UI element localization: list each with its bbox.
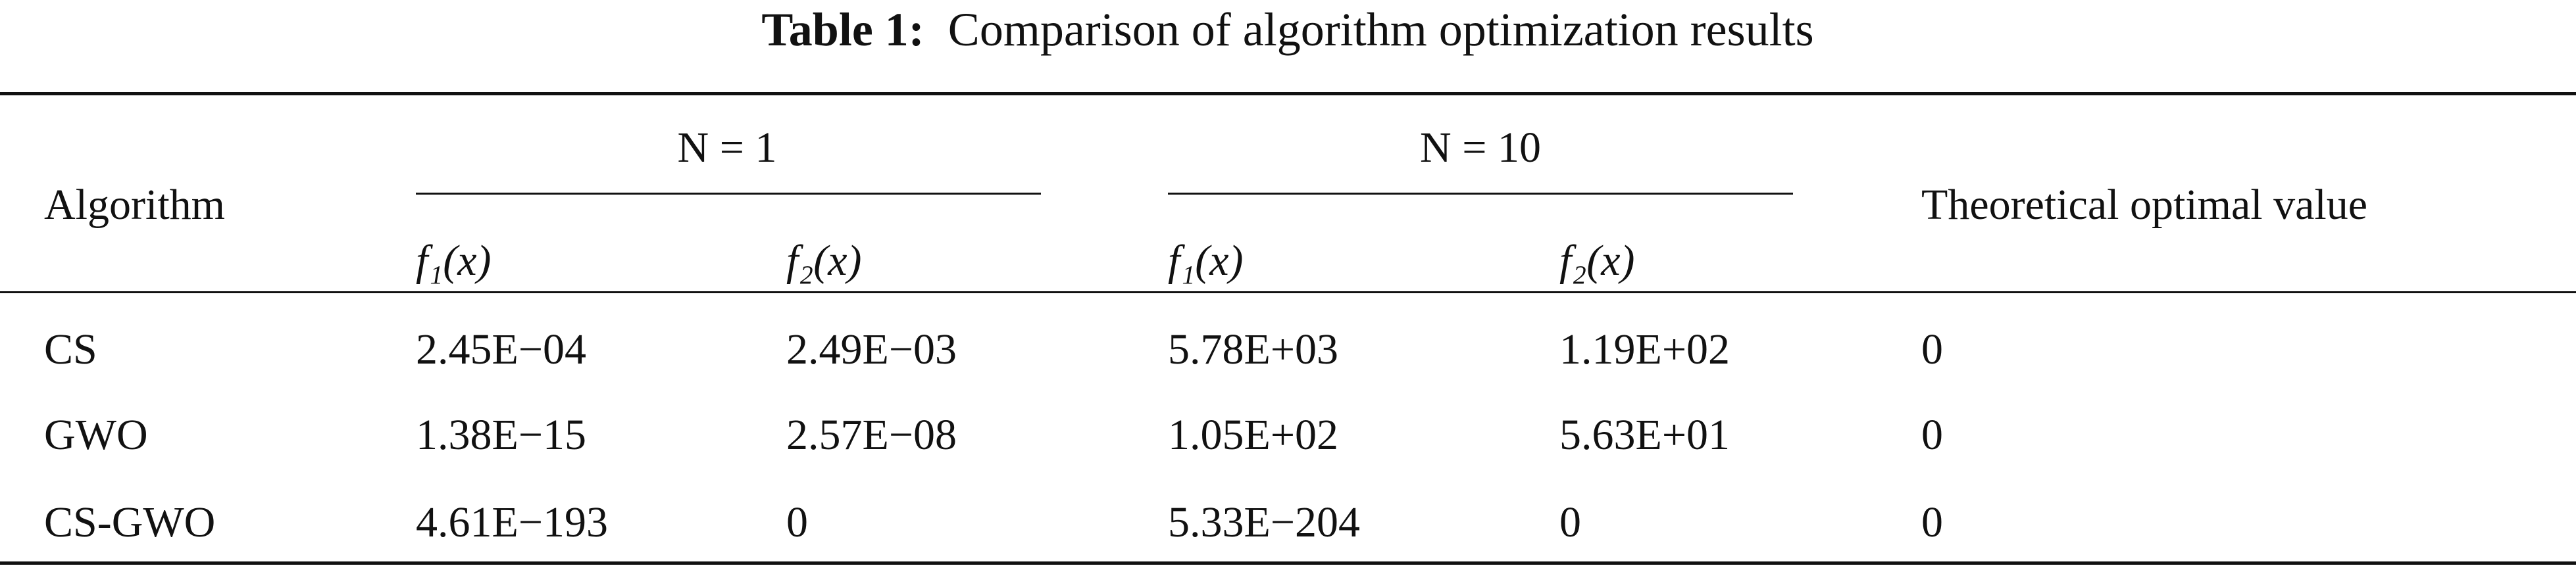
- header-optimal: Theoretical optimal value: [1921, 181, 2368, 229]
- header-group: N = 10: [1420, 124, 1541, 172]
- caption-text: Comparison of algorithm optimization res…: [947, 3, 1814, 56]
- cell-value: 1.05E+02: [1168, 411, 1339, 459]
- cell-value: 0: [1559, 498, 1581, 546]
- cell-value: 1.38E−15: [416, 411, 587, 459]
- algorithm-name: CS: [44, 325, 97, 373]
- cell-value: 2.45E−04: [416, 325, 587, 373]
- header-algorithm: Algorithm: [44, 181, 225, 229]
- group-rule: [416, 193, 1041, 195]
- cell-value: 1.19E+02: [1559, 325, 1730, 373]
- header-function: f₁(x): [1168, 237, 1244, 285]
- caption-label: Table 1:: [761, 3, 924, 56]
- header-function: f₂(x): [1559, 237, 1635, 285]
- cell-value: 2.49E−03: [786, 325, 957, 373]
- cell-value: 2.57E−08: [786, 411, 957, 459]
- cell-value: 0: [1921, 325, 1943, 373]
- header-function: f₁(x): [416, 237, 492, 285]
- algorithm-name: GWO: [44, 411, 148, 459]
- algorithm-name: CS-GWO: [44, 498, 216, 546]
- cell-value: 5.63E+01: [1559, 411, 1730, 459]
- cell-value: 4.61E−193: [416, 498, 609, 546]
- bottom-rule: [0, 561, 2576, 565]
- group-rule: [1168, 193, 1793, 195]
- header-rule: [0, 291, 2576, 293]
- cell-value: 0: [786, 498, 808, 546]
- cell-value: 5.33E−204: [1168, 498, 1361, 546]
- cell-value: 5.78E+03: [1168, 325, 1339, 373]
- top-rule: [0, 92, 2576, 95]
- cell-value: 0: [1921, 411, 1943, 459]
- header-group: N = 1: [677, 124, 777, 172]
- header-function: f₂(x): [786, 237, 862, 285]
- table-caption: Table 1: Comparison of algorithm optimiz…: [761, 6, 1813, 53]
- cell-value: 0: [1921, 498, 1943, 546]
